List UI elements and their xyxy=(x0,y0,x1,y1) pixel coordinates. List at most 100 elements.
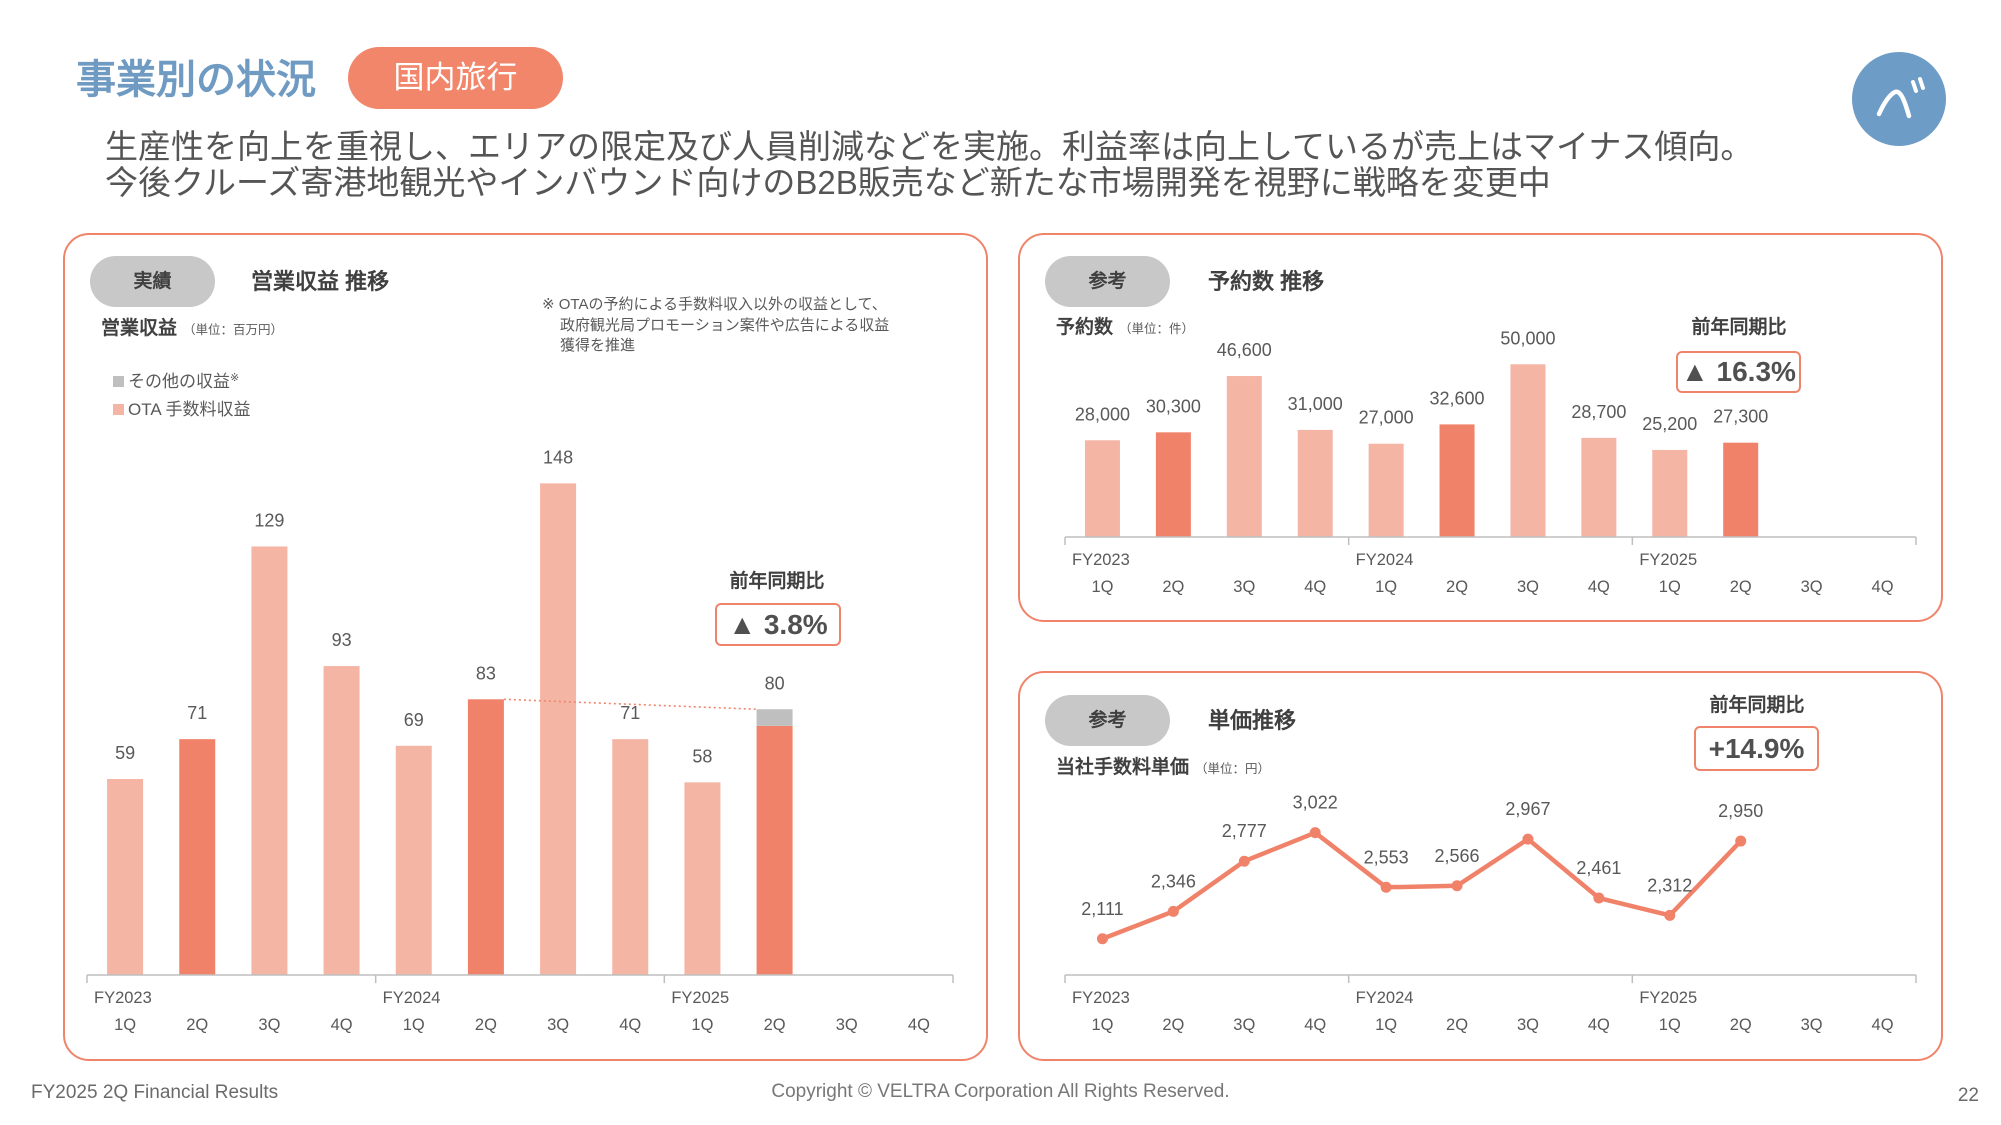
x-tick-label: 1Q xyxy=(691,1016,713,1034)
yoy-value: ▲ 3.8% xyxy=(715,603,841,646)
chart-title: 単価推移 xyxy=(1208,708,1297,733)
yoy-value: ▲ 16.3% xyxy=(1676,351,1801,393)
x-tick-label: 4Q xyxy=(331,1016,353,1034)
data-label: 71 xyxy=(620,703,640,723)
data-label: 25,200 xyxy=(1642,414,1697,434)
data-label: 2,566 xyxy=(1435,846,1480,866)
bar xyxy=(1297,429,1333,537)
note-line: ※ OTAの予約による手数料収入以外の収益として、 xyxy=(542,296,887,313)
bar xyxy=(612,739,649,975)
x-tick-label: 4Q xyxy=(1588,578,1610,596)
x-tick-label: 2Q xyxy=(1162,1016,1184,1034)
x-group-label: FY2024 xyxy=(1356,989,1414,1007)
page-title: 事業別の状況 xyxy=(76,58,316,102)
x-tick-label: 3Q xyxy=(1801,1016,1823,1034)
bar-segment-other-revenue xyxy=(756,709,793,726)
x-tick-label: 1Q xyxy=(1375,578,1397,596)
data-label: 58 xyxy=(692,746,712,766)
x-tick-label: 3Q xyxy=(547,1016,569,1034)
legend-label: その他の収益 xyxy=(128,372,230,391)
page-number: 22 xyxy=(1957,1085,1979,1106)
data-point xyxy=(1735,835,1747,847)
chart-legend: その他の収益※ OTA 手数料収益 xyxy=(113,368,250,424)
x-group-label: FY2023 xyxy=(94,989,152,1007)
x-group-label: FY2025 xyxy=(1639,989,1697,1007)
data-label: 27,000 xyxy=(1359,408,1414,428)
revenue-bar-chart: 59 71 129 93 69 83 148 71 58 80 FY2023 FY2024 FY2025… xyxy=(86,447,954,1034)
x-tick-label: 4Q xyxy=(1304,1016,1326,1034)
footer-copyright: Copyright © VELTRA Corporation All Right… xyxy=(771,1081,1230,1102)
data-label: 2,346 xyxy=(1151,871,1196,891)
x-tick-label: 1Q xyxy=(1659,1016,1681,1034)
bar xyxy=(684,782,721,975)
data-point xyxy=(1664,909,1676,921)
data-label: 3,022 xyxy=(1293,793,1338,813)
segment-badge: 国内旅行 xyxy=(348,47,563,109)
data-label: 30,300 xyxy=(1146,396,1201,416)
x-tick-label: 1Q xyxy=(403,1016,425,1034)
x-tick-label: 3Q xyxy=(1517,578,1539,596)
x-tick-label: 4Q xyxy=(1304,578,1326,596)
chart-badge: 実績 xyxy=(90,256,215,307)
x-tick-label: 3Q xyxy=(836,1016,858,1034)
data-point xyxy=(1096,933,1108,945)
unit-price-panel: 2,111 2,346 2,777 3,022 2,553 2,566 2,967 2,461… xyxy=(1018,671,1943,1061)
data-label: 50,000 xyxy=(1500,328,1555,348)
series-line xyxy=(1101,830,1743,941)
data-label: 59 xyxy=(115,743,135,763)
bar xyxy=(1226,376,1262,537)
unit-price-line-chart: 2,111 2,346 2,777 3,022 2,553 2,566 2,967 2,461… xyxy=(1064,793,1917,1034)
bar xyxy=(107,779,144,975)
y-axis-title: 予約数 xyxy=(1056,317,1114,338)
data-label: 28,000 xyxy=(1075,404,1130,424)
yoy-label: 前年同期比 xyxy=(1691,317,1787,338)
legend-label: OTA 手数料収益 xyxy=(128,400,251,419)
x-tick-label: 2Q xyxy=(1162,578,1184,596)
chart-badge: 参考 xyxy=(1045,695,1170,746)
x-tick-label: 2Q xyxy=(1446,578,1468,596)
bar xyxy=(395,745,432,975)
legend-note-mark: ※ xyxy=(230,372,240,384)
x-tick-label: 2Q xyxy=(764,1016,786,1034)
data-label: 2,777 xyxy=(1222,821,1267,841)
data-label: 2,967 xyxy=(1505,799,1550,819)
y-axis-title: 当社手数料単価 xyxy=(1056,757,1190,778)
data-label: 71 xyxy=(187,703,207,723)
y-axis-unit: （単位：百万円） xyxy=(183,323,284,337)
bar xyxy=(1155,432,1191,537)
lead-line-2: 今後クルーズ寄港地観光やインバウンド向けのB2B販売など新たな市場開発を視野に戦… xyxy=(105,164,1551,201)
bookings-panel: 28,000 30,300 46,600 31,000 27,000 32,600 50,0… xyxy=(1018,233,1943,622)
bar xyxy=(1368,443,1404,537)
data-label: 2,950 xyxy=(1718,801,1763,821)
yoy-label: 前年同期比 xyxy=(1709,695,1805,716)
footer-report-name: FY2025 2Q Financial Results xyxy=(31,1082,279,1103)
x-tick-label: 2Q xyxy=(186,1016,208,1034)
data-label: 148 xyxy=(543,447,573,467)
bar xyxy=(540,483,577,975)
veltra-logo-icon xyxy=(1852,52,1946,146)
data-label: 93 xyxy=(332,630,352,650)
bookings-bar-chart: 28,000 30,300 46,600 31,000 27,000 32,600 50,0… xyxy=(1064,328,1917,596)
data-point xyxy=(1238,855,1250,867)
bar xyxy=(467,699,504,975)
x-group-label: FY2023 xyxy=(1072,989,1130,1007)
data-label: 69 xyxy=(404,710,424,730)
data-label: 27,300 xyxy=(1713,407,1768,427)
bar xyxy=(756,725,793,975)
bar xyxy=(1510,364,1546,537)
x-group-label: FY2024 xyxy=(1356,551,1414,569)
data-point xyxy=(1309,827,1321,839)
yoy-comparison-connector xyxy=(503,698,757,711)
data-label: 2,312 xyxy=(1647,875,1692,895)
x-tick-label: 3Q xyxy=(1233,578,1255,596)
lead-line-1: 生産性を向上を重視し、エリアの限定及び人員削減などを実施。利益率は向上しているが… xyxy=(105,128,1754,165)
bar xyxy=(1723,442,1759,537)
bar xyxy=(323,666,360,975)
bar xyxy=(251,546,288,975)
chart-note: ※ OTAの予約による手数料収入以外の収益として、 政府観光局プロモーション案件… xyxy=(542,295,889,357)
x-tick-label: 1Q xyxy=(1659,578,1681,596)
bar xyxy=(1581,437,1617,537)
x-tick-label: 4Q xyxy=(1872,578,1894,596)
x-tick-label: 1Q xyxy=(114,1016,136,1034)
x-tick-label: 3Q xyxy=(1801,578,1823,596)
